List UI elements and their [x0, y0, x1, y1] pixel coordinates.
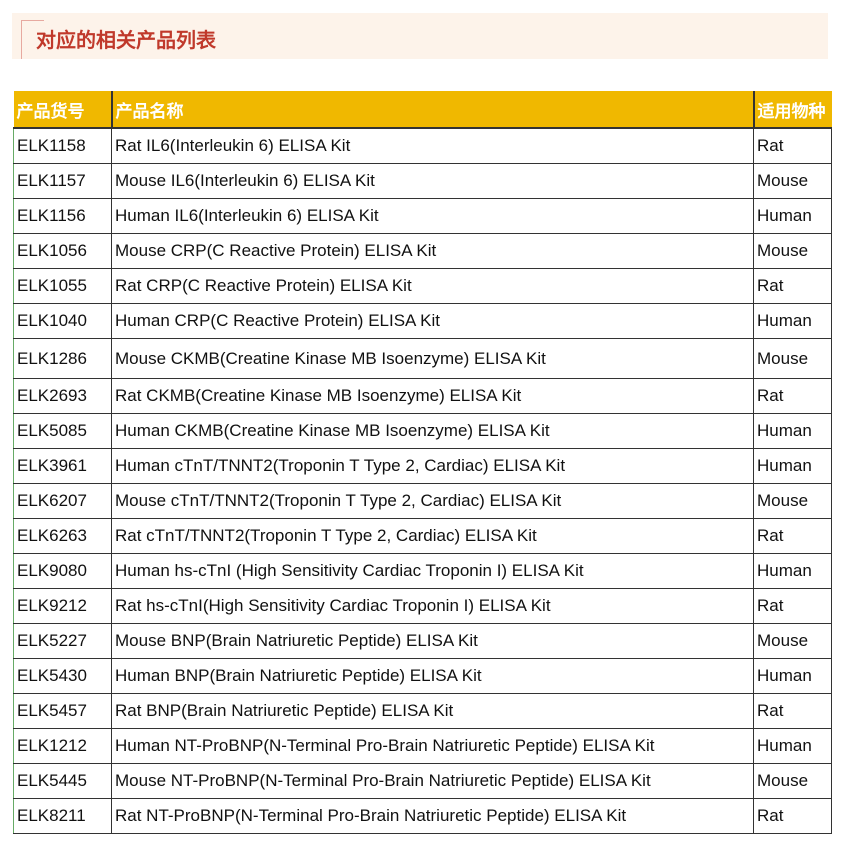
catalog-number-cell: ELK5457	[13, 693, 112, 729]
catalog-number-cell: ELK6263	[13, 518, 112, 554]
section-title: 对应的相关产品列表	[36, 30, 216, 52]
header-species: 适用物种	[752, 91, 832, 129]
catalog-number-cell: ELK6207	[13, 483, 112, 519]
table-row: ELK6263 Rat cTnT/TNNT2(Troponin T Type 2,…	[13, 518, 832, 554]
species-cell: Human	[753, 448, 832, 484]
table-row: ELK1212 Human NT-ProBNP(N-Terminal Pro-Br…	[13, 728, 832, 764]
table-row: ELK1055 Rat CRP(C Reactive Protein) ELISA…	[13, 268, 832, 304]
section-banner: 对应的相关产品列表	[12, 13, 828, 59]
catalog-number-cell: ELK5227	[13, 623, 112, 659]
table-row: ELK5445 Mouse NT-ProBNP(N-Terminal Pro-Br…	[13, 763, 832, 799]
catalog-number-cell: ELK1158	[13, 128, 112, 164]
table-row: ELK9212 Rat hs-cTnI(High Sensitivity Card…	[13, 588, 832, 624]
product-table: 产品货号 产品名称 适用物种 ELK1158 Rat IL6(Interleuki…	[13, 91, 832, 834]
product-name-cell: Human CKMB(Creatine Kinase MB Isoenzyme)…	[111, 413, 754, 449]
catalog-number-cell: ELK2693	[13, 378, 112, 414]
catalog-number-cell: ELK9212	[13, 588, 112, 624]
catalog-number-cell: ELK3961	[13, 448, 112, 484]
header-product-name: 产品名称	[110, 91, 754, 129]
catalog-number-cell: ELK1055	[13, 268, 112, 304]
product-name-cell: Human BNP(Brain Natriuretic Peptide) ELI…	[111, 658, 754, 694]
species-cell: Human	[753, 198, 832, 234]
species-cell: Rat	[753, 588, 832, 624]
species-cell: Mouse	[753, 623, 832, 659]
table-header-row: 产品货号 产品名称 适用物种	[13, 91, 832, 129]
product-name-cell: Human CRP(C Reactive Protein) ELISA Kit	[111, 303, 754, 339]
corner-decoration	[21, 20, 44, 59]
catalog-number-cell: ELK1056	[13, 233, 112, 269]
table-row: ELK3961 Human cTnT/TNNT2(Troponin T Type …	[13, 448, 832, 484]
catalog-number-cell: ELK1212	[13, 728, 112, 764]
table-row: ELK1040 Human CRP(C Reactive Protein) ELI…	[13, 303, 832, 339]
product-name-cell: Rat IL6(Interleukin 6) ELISA Kit	[111, 128, 754, 164]
table-row: ELK5457 Rat BNP(Brain Natriuretic Peptide…	[13, 693, 832, 729]
product-name-cell: Rat CRP(C Reactive Protein) ELISA Kit	[111, 268, 754, 304]
table-row: ELK9080 Human hs-cTnI (High Sensitivity C…	[13, 553, 832, 589]
catalog-number-cell: ELK1286	[13, 338, 112, 379]
catalog-number-cell: ELK1157	[13, 163, 112, 199]
species-cell: Rat	[753, 693, 832, 729]
table-row: ELK1157 Mouse IL6(Interleukin 6) ELISA Ki…	[13, 163, 832, 199]
product-name-cell: Rat NT-ProBNP(N-Terminal Pro-Brain Natri…	[111, 798, 754, 834]
catalog-number-cell: ELK1040	[13, 303, 112, 339]
table-row: ELK5085 Human CKMB(Creatine Kinase MB Iso…	[13, 413, 832, 449]
table-row: ELK5227 Mouse BNP(Brain Natriuretic Pepti…	[13, 623, 832, 659]
species-cell: Mouse	[753, 763, 832, 799]
product-name-cell: Mouse CKMB(Creatine Kinase MB Isoenzyme)…	[111, 338, 754, 379]
species-cell: Human	[753, 303, 832, 339]
product-name-cell: Human cTnT/TNNT2(Troponin T Type 2, Card…	[111, 448, 754, 484]
catalog-number-cell: ELK9080	[13, 553, 112, 589]
product-name-cell: Mouse BNP(Brain Natriuretic Peptide) ELI…	[111, 623, 754, 659]
product-name-cell: Mouse NT-ProBNP(N-Terminal Pro-Brain Nat…	[111, 763, 754, 799]
species-cell: Rat	[753, 518, 832, 554]
species-cell: Rat	[753, 128, 832, 164]
table-row: ELK5430 Human BNP(Brain Natriuretic Pepti…	[13, 658, 832, 694]
catalog-number-cell: ELK5445	[13, 763, 112, 799]
species-cell: Mouse	[753, 233, 832, 269]
table-row: ELK1158 Rat IL6(Interleukin 6) ELISA Kit R…	[13, 128, 832, 164]
header-catalog-no: 产品货号	[13, 91, 112, 129]
product-name-cell: Rat hs-cTnI(High Sensitivity Cardiac Tro…	[111, 588, 754, 624]
table-row: ELK1156 Human IL6(Interleukin 6) ELISA Ki…	[13, 198, 832, 234]
table-row: ELK1286 Mouse CKMB(Creatine Kinase MB Iso…	[13, 338, 832, 379]
table-row: ELK1056 Mouse CRP(C Reactive Protein) ELI…	[13, 233, 832, 269]
product-name-cell: Human IL6(Interleukin 6) ELISA Kit	[111, 198, 754, 234]
product-name-cell: Rat cTnT/TNNT2(Troponin T Type 2, Cardia…	[111, 518, 754, 554]
species-cell: Mouse	[753, 338, 832, 379]
catalog-number-cell: ELK5085	[13, 413, 112, 449]
species-cell: Human	[753, 728, 832, 764]
species-cell: Rat	[753, 378, 832, 414]
species-cell: Human	[753, 413, 832, 449]
product-name-cell: Rat BNP(Brain Natriuretic Peptide) ELISA…	[111, 693, 754, 729]
product-name-cell: Mouse cTnT/TNNT2(Troponin T Type 2, Card…	[111, 483, 754, 519]
product-name-cell: Human NT-ProBNP(N-Terminal Pro-Brain Nat…	[111, 728, 754, 764]
table-row: ELK8211 Rat NT-ProBNP(N-Terminal Pro-Brai…	[13, 798, 832, 834]
product-name-cell: Rat CKMB(Creatine Kinase MB Isoenzyme) E…	[111, 378, 754, 414]
product-name-cell: Mouse CRP(C Reactive Protein) ELISA Kit	[111, 233, 754, 269]
table-row: ELK6207 Mouse cTnT/TNNT2(Troponin T Type …	[13, 483, 832, 519]
species-cell: Human	[753, 658, 832, 694]
species-cell: Human	[753, 553, 832, 589]
species-cell: Mouse	[753, 483, 832, 519]
product-name-cell: Mouse IL6(Interleukin 6) ELISA Kit	[111, 163, 754, 199]
catalog-number-cell: ELK1156	[13, 198, 112, 234]
species-cell: Rat	[753, 268, 832, 304]
catalog-number-cell: ELK5430	[13, 658, 112, 694]
species-cell: Mouse	[753, 163, 832, 199]
product-name-cell: Human hs-cTnI (High Sensitivity Cardiac …	[111, 553, 754, 589]
catalog-number-cell: ELK8211	[13, 798, 112, 834]
table-row: ELK2693 Rat CKMB(Creatine Kinase MB Isoen…	[13, 378, 832, 414]
species-cell: Rat	[753, 798, 832, 834]
